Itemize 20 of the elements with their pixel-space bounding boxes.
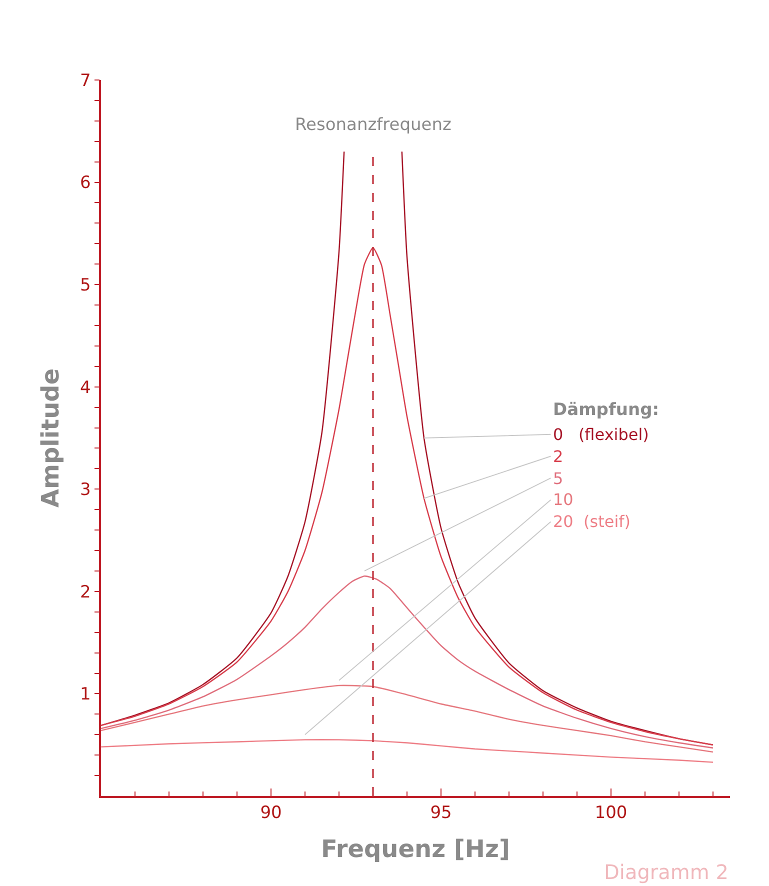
text: 10 (553, 490, 574, 509)
text: 20 (steif) (553, 512, 631, 531)
y-tick-label: 4 (80, 378, 91, 398)
x-tick-label: 100 (594, 803, 628, 824)
text: 5 (553, 469, 564, 488)
y-tick-label: 5 (80, 276, 91, 296)
text: 2 (553, 447, 564, 466)
text: 0 (flexibel) (553, 425, 649, 444)
x-axis-title: Frequenz [Hz] (321, 834, 510, 863)
ref-line-label: Resonanzfrequenz (295, 115, 452, 135)
legend-title: Dämpfung: (553, 400, 660, 420)
x-tick-label: 90 (260, 803, 282, 824)
y-tick-label: 3 (80, 480, 91, 500)
y-axis-title: Amplitude (36, 368, 65, 508)
text: Diagramm 2 (604, 860, 728, 884)
y-tick-label: 7 (80, 70, 91, 91)
y-tick-label: 6 (80, 173, 91, 194)
x-tick-label: 95 (430, 803, 452, 824)
y-tick-label: 1 (80, 684, 91, 705)
y-tick-label: 2 (80, 582, 91, 602)
